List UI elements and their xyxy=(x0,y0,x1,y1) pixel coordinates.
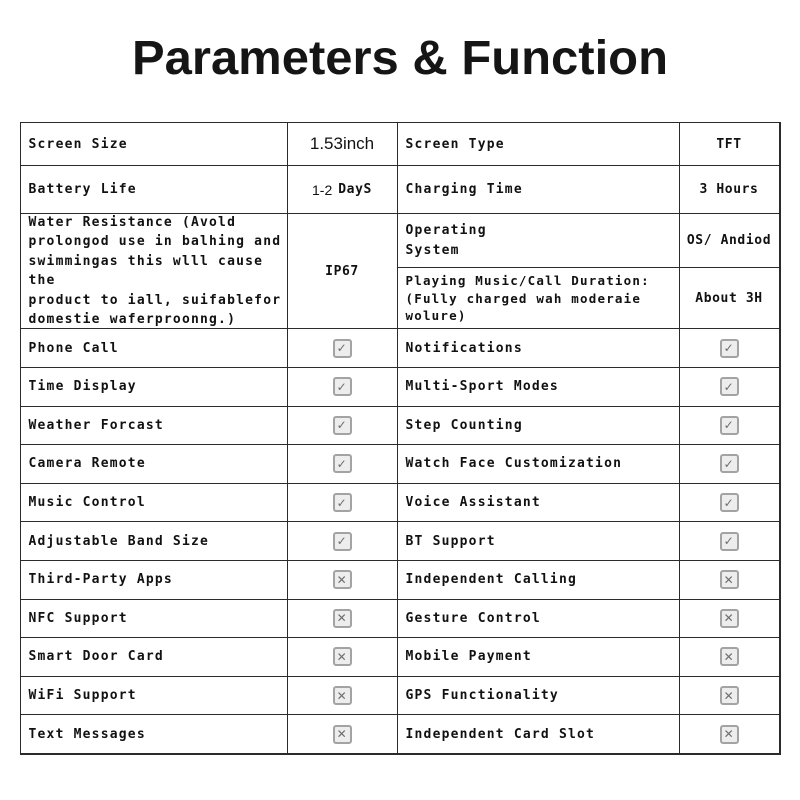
feature-cell: ✕ xyxy=(679,638,780,677)
feature-label-step-counting: Step Counting xyxy=(397,406,680,446)
feature-label-gesture-control: Gesture Control xyxy=(397,599,680,639)
spec-label-charging-time: Charging Time xyxy=(397,166,680,215)
battery-value-number: 1-2 xyxy=(312,181,333,198)
checked-checkbox-icon: ✓ xyxy=(719,531,739,551)
spec-label-playing-music-duration: Playing Music/Call Duration: (Fully char… xyxy=(397,268,680,330)
crossed-checkbox-icon: ✕ xyxy=(332,647,352,667)
feature-label-time-display: Time Display xyxy=(20,367,288,407)
crossed-checkbox-icon: ✕ xyxy=(332,570,352,590)
crossed-checkbox-icon: ✕ xyxy=(719,647,739,667)
feature-label-wifi-support: WiFi Support xyxy=(20,676,288,716)
crossed-checkbox-icon: ✕ xyxy=(719,608,739,628)
feature-cell: ✓ xyxy=(679,367,780,407)
feature-label-adjustable-band-size: Adjustable Band Size xyxy=(20,522,288,561)
feature-cell: ✕ xyxy=(287,560,398,600)
crossed-checkbox-icon: ✕ xyxy=(719,570,739,590)
battery-value-unit: DayS xyxy=(338,182,372,198)
feature-label-music-control: Music Control xyxy=(20,483,288,523)
spec-label-screen-type: Screen Type xyxy=(397,123,680,167)
feature-label-weather-forcast: Weather Forcast xyxy=(20,406,288,446)
checked-checkbox-icon: ✓ xyxy=(332,493,352,513)
spec-label-water-resistance: Water Resistance (Avold prolongod use in… xyxy=(20,214,288,330)
feature-label-multi-sport-modes: Multi-Sport Modes xyxy=(397,367,680,407)
feature-label-watch-face-customization: Watch Face Customization xyxy=(397,445,680,484)
spec-value-operating-system: OS/ Andiod xyxy=(679,214,780,269)
feature-label-independent-card-slot: Independent Card Slot xyxy=(397,715,680,754)
spec-label-screen-size: Screen Size xyxy=(20,123,288,167)
feature-cell: ✕ xyxy=(679,676,780,716)
checked-checkbox-icon: ✓ xyxy=(719,415,739,435)
feature-cell: ✕ xyxy=(287,676,398,716)
feature-cell: ✓ xyxy=(679,483,780,523)
feature-cell: ✓ xyxy=(679,445,780,484)
crossed-checkbox-icon: ✕ xyxy=(719,724,739,744)
checked-checkbox-icon: ✓ xyxy=(332,377,352,397)
feature-cell: ✕ xyxy=(679,560,780,600)
feature-label-text-messages: Text Messages xyxy=(20,715,288,754)
spec-label-battery-life: Battery Life xyxy=(20,166,288,215)
checked-checkbox-icon: ✓ xyxy=(719,493,739,513)
crossed-checkbox-icon: ✕ xyxy=(332,608,352,628)
feature-label-third-party-apps: Third-Party Apps xyxy=(20,560,288,600)
crossed-checkbox-icon: ✕ xyxy=(719,686,739,706)
feature-label-nfc-support: NFC Support xyxy=(20,599,288,639)
feature-label-gps-functionality: GPS Functionality xyxy=(397,676,680,716)
checked-checkbox-icon: ✓ xyxy=(332,454,352,474)
feature-cell: ✓ xyxy=(287,483,398,523)
checked-checkbox-icon: ✓ xyxy=(719,338,739,358)
spec-value-battery-life: 1-2 DayS xyxy=(287,166,398,215)
feature-cell: ✓ xyxy=(287,522,398,561)
spec-value-water-resistance: IP67 xyxy=(287,214,398,330)
feature-cell: ✕ xyxy=(679,599,780,639)
feature-label-smart-door-card: Smart Door Card xyxy=(20,638,288,677)
checked-checkbox-icon: ✓ xyxy=(332,531,352,551)
feature-cell: ✕ xyxy=(287,638,398,677)
page-title: Parameters & Function xyxy=(132,32,668,85)
spec-value-screen-type: TFT xyxy=(679,123,780,167)
spec-value-screen-size: 1.53inch xyxy=(287,123,398,167)
checked-checkbox-icon: ✓ xyxy=(332,415,352,435)
feature-cell: ✕ xyxy=(287,599,398,639)
feature-cell: ✕ xyxy=(679,715,780,754)
feature-cell: ✓ xyxy=(679,522,780,561)
feature-cell: ✕ xyxy=(287,715,398,754)
feature-label-voice-assistant: Voice Assistant xyxy=(397,483,680,523)
feature-cell: ✓ xyxy=(679,406,780,446)
crossed-checkbox-icon: ✕ xyxy=(332,686,352,706)
crossed-checkbox-icon: ✕ xyxy=(332,724,352,744)
feature-cell: ✓ xyxy=(287,406,398,446)
parameters-table: Screen Size 1.53inch Screen Type TFT Bat… xyxy=(19,122,781,755)
feature-label-bt-support: BT Support xyxy=(397,522,680,561)
feature-label-notifications: Notifications xyxy=(397,329,680,368)
feature-label-phone-call: Phone Call xyxy=(20,329,288,368)
checked-checkbox-icon: ✓ xyxy=(332,338,352,358)
feature-label-camera-remote: Camera Remote xyxy=(20,445,288,484)
feature-label-mobile-payment: Mobile Payment xyxy=(397,638,680,677)
checked-checkbox-icon: ✓ xyxy=(719,377,739,397)
feature-label-independent-calling: Independent Calling xyxy=(397,560,680,600)
spec-value-charging-time: 3 Hours xyxy=(679,166,780,215)
feature-cell: ✓ xyxy=(287,367,398,407)
feature-cell: ✓ xyxy=(287,445,398,484)
feature-cell: ✓ xyxy=(679,329,780,368)
feature-cell: ✓ xyxy=(287,329,398,368)
spec-label-operating-system: Operating System xyxy=(397,214,680,269)
spec-value-playing-music-duration: About 3H xyxy=(679,268,780,330)
checked-checkbox-icon: ✓ xyxy=(719,454,739,474)
